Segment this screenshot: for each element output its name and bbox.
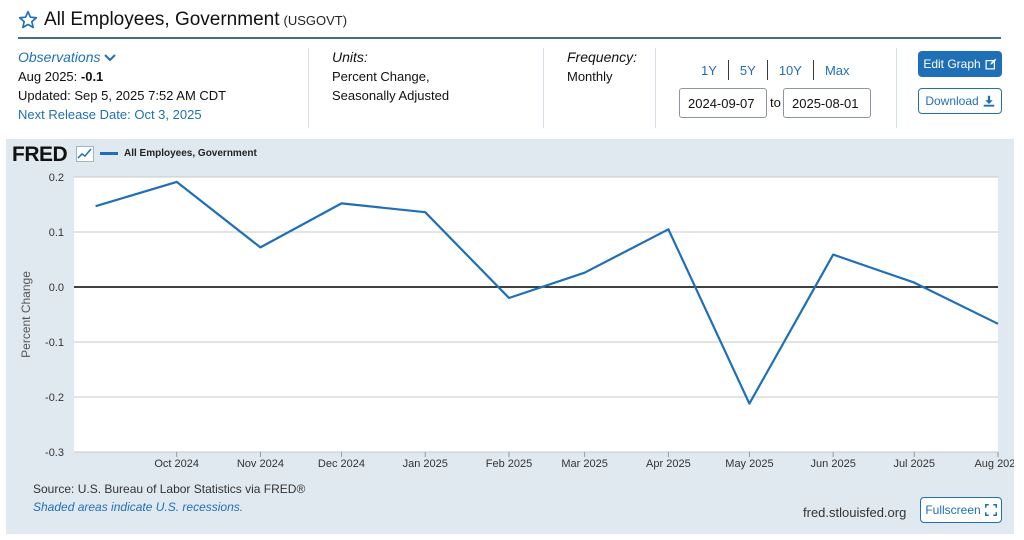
x-tick-label: Aug 2025 [974,458,1014,470]
fred-graph-icon [76,146,94,162]
range-10y-button[interactable]: 10Y [778,62,802,78]
observations-dropdown[interactable]: Observations [18,48,117,67]
frequency-panel: Frequency: Monthly [567,48,637,86]
range-buttons: 1Y 5Y 10Y Max [690,60,861,80]
range-separator [727,60,729,80]
edit-graph-label: Edit Graph [923,57,981,71]
fullscreen-icon [984,504,997,516]
range-max-button[interactable]: Max [824,62,850,78]
x-tick-label: Dec 2024 [318,458,365,470]
chart-legend: All Employees, Government [100,148,257,159]
units-line-1: Percent Change, [332,69,430,84]
observations-panel: Observations Aug 2025: -0.1 Updated: Sep… [18,48,226,124]
x-tick-label: Apr 2025 [646,458,691,470]
series-line [95,180,999,405]
units-panel: Units: Percent Change, Seasonally Adjust… [332,48,449,105]
next-release-link[interactable]: Next Release Date: Oct 3, 2025 [18,107,202,122]
updated-text: Updated: Sep 5, 2025 7:52 AM CDT [18,88,227,103]
title-row: All Employees, Government (USGOVT) [18,6,347,34]
edit-icon [985,58,996,70]
range-1y-button[interactable]: 1Y [701,62,717,78]
legend-label: All Employees, Government [124,148,257,159]
recession-note: Shaded areas indicate U.S. recessions. [33,500,244,514]
title-divider [18,37,1001,39]
range-5y-button[interactable]: 5Y [739,62,756,78]
x-tick-label: Nov 2024 [237,458,284,470]
download-button[interactable]: Download [918,88,1002,114]
x-tick-label: May 2025 [725,458,773,470]
y-axis-label: Percent Change [19,271,33,358]
fullscreen-button[interactable]: Fullscreen [920,497,1002,523]
download-label: Download [925,94,979,108]
latest-value: -0.1 [80,69,104,84]
series-id: (USGOVT) [283,12,348,28]
units-label: Units: [332,49,368,65]
y-tick-label: 0.1 [49,227,64,239]
y-tick-label: -0.2 [45,392,64,404]
column-divider [308,48,309,128]
x-tick-label: Jan 2025 [403,458,448,470]
column-divider [655,48,656,128]
frequency-label: Frequency: [567,49,638,65]
page-title: All Employees, Government [44,9,280,30]
range-separator [812,60,814,80]
observations-label: Observations [18,49,101,65]
legend-swatch [100,152,118,155]
x-tick-label: Jul 2025 [893,458,935,470]
y-tick-label: 0.2 [49,172,64,184]
to-label: to [770,95,781,110]
x-tick-label: Jun 2025 [811,458,856,470]
end-date-input[interactable] [783,88,871,118]
star-icon[interactable] [18,10,38,30]
edit-graph-button[interactable]: Edit Graph [918,51,1002,77]
x-tick-label: Mar 2025 [561,458,607,470]
y-tick-label: -0.1 [45,337,64,349]
fred-logo: FRED [12,143,68,166]
plot-area [74,177,998,452]
latest-date: Aug 2025: [18,69,81,84]
range-separator [766,60,768,80]
source-text: Source: U.S. Bureau of Labor Statistics … [33,482,306,496]
frequency-value: Monthly [567,69,613,84]
fullscreen-label: Fullscreen [925,503,981,517]
y-tick-label: -0.3 [45,447,64,459]
column-divider [896,48,897,128]
column-divider [543,48,544,128]
latest-observation: Aug 2025: -0.1 [18,67,226,86]
chevron-down-icon [104,53,117,61]
units-line-2: Seasonally Adjusted [332,88,450,103]
line-chart: 0.2 0.1 0.0 -0.1 -0.2 -0.3 Oct 2024 Nov 2024 Dec… [19,172,1014,470]
start-date-input[interactable] [679,88,767,118]
x-tick-label: Feb 2025 [486,458,532,470]
y-tick-label: 0.0 [49,282,64,294]
chart-panel: FRED All Employees, Government 0.2 0.1 0.0… [6,139,1014,534]
download-icon [983,95,994,107]
x-tick-label: Oct 2024 [154,458,199,470]
fred-url-link[interactable]: fred.stlouisfed.org [803,505,907,520]
